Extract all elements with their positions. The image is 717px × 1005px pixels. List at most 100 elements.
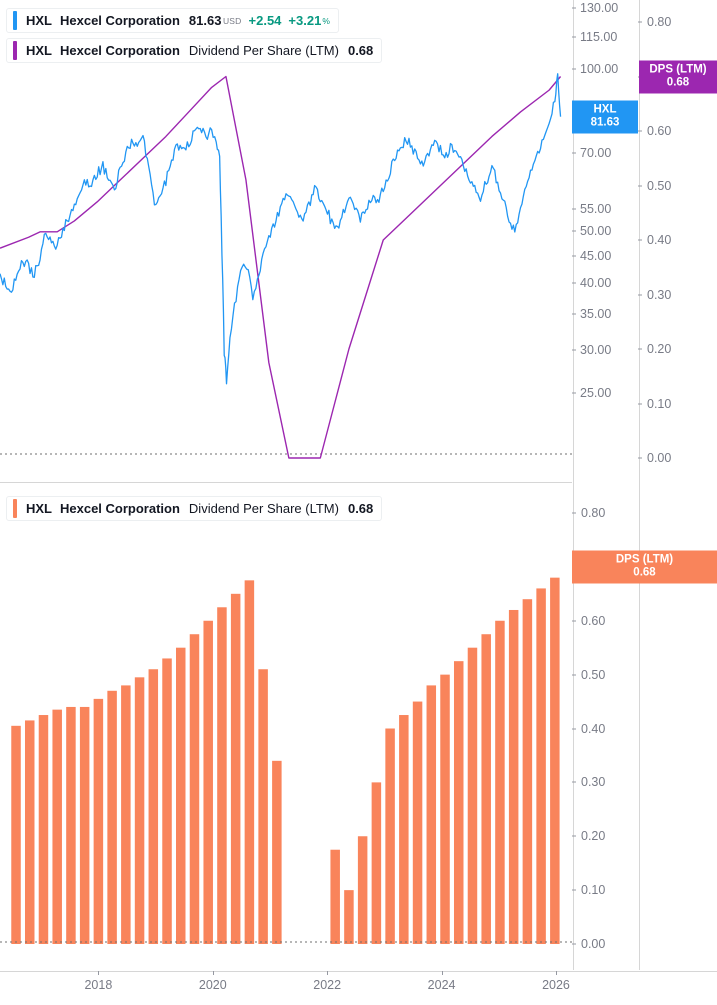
dps-axis-tick-label: 0.10 [647,396,672,411]
dps-axis-tick-label: 0.50 [647,178,672,193]
dps-panel-axis-tick-mark [572,620,576,622]
legend-dps-panel-series[interactable]: HXL Hexcel Corporation Dividend Per Shar… [6,496,383,521]
legend-last-price: 81.63 [188,13,222,28]
price-axis-tick-mark [572,349,576,351]
dps-panel-value-badge[interactable]: DPS (LTM) 0.68 [572,550,717,584]
dps-bar-group [11,577,560,945]
dps-axis-tick-mark [638,403,642,404]
dps-axis-tick-label: 0.20 [647,342,672,356]
dps-panel-axis-tick-mark [572,835,576,837]
dps-bar [440,674,450,945]
price-line [0,73,562,385]
dps-axis-tick-mark [638,348,642,350]
dps-panel-axis-tick-label: 0.60 [581,613,606,628]
dps-bar [189,634,200,944]
dps-panel-axis-tick-mark [572,943,576,945]
price-value-badge[interactable]: HXL 81.63 [572,100,638,134]
price-axis-tick-label: 100.00 [580,62,619,77]
time-axis-tick-mark [212,971,214,975]
dps-bar [536,588,546,944]
dps-axis[interactable]: 0.800.700.600.500.400.300.200.100.00 [638,0,717,1005]
time-axis-line [0,970,717,972]
price-axis-tick-mark [572,7,576,9]
dps-bar [162,658,172,944]
legend-color-swatch [13,499,17,518]
dps-panel-axis-tick-label: 0.40 [581,721,606,736]
dps-panel-axis-tick-label: 0.80 [581,506,606,520]
dps-axis-tick-label: 0.30 [647,287,672,302]
dps-panel-axis-tick-label: 0.50 [581,667,606,682]
legend-company-name: Hexcel Corporation [60,501,180,516]
dps-bar [330,849,340,944]
dps-bar [344,890,354,945]
price-badge-value: 81.63 [590,116,620,129]
dps-bar [107,690,117,944]
legend-color-swatch [13,41,17,60]
price-axis-tick-mark [572,392,576,394]
price-chart-canvas [0,73,572,459]
dps-panel-axis-tick-label: 0.00 [581,937,606,951]
dps-bar [11,725,21,944]
dps-bar [148,669,159,944]
time-axis-tick-mark [555,971,557,975]
price-axis-tick-label: 50.00 [580,224,612,239]
price-axis-tick-label: 40.00 [580,276,612,291]
dps-bar [357,836,368,944]
dps-bar [79,706,90,944]
price-axis-tick-mark [572,255,576,257]
dps-bar [38,715,49,944]
dps-chart-panel[interactable] [0,483,572,970]
dps-bar [399,715,409,944]
dps-axis-tick-label: 0.40 [647,233,672,247]
price-axis-tick-mark [572,152,576,154]
time-axis-tick-mark [98,971,100,975]
time-axis-tick-label: 2024 [427,978,456,992]
price-axis[interactable]: 130.00115.00100.0085.0070.0055.0050.0045… [572,0,638,1005]
dps-panel-axis-tick-label: 0.20 [581,829,606,844]
dps-panel-axis-tick-mark [572,674,576,676]
dps-axis-tick-mark [638,185,642,186]
legend-company-name: Hexcel Corporation [60,13,180,28]
dps-bar [467,647,478,944]
dps-bar [230,593,241,944]
dps-panel-axis-tick-mark [572,512,576,514]
dps-bar [453,661,464,944]
dps-bar [176,647,186,944]
time-axis-tick-mark [441,971,443,975]
dps-panel-axis-tick-label: 0.10 [581,883,606,898]
dps-bar [508,609,519,944]
dps-bar [24,720,35,944]
dps-badge-value: 0.68 [633,566,656,579]
dps-overlay-line [0,75,562,459]
dps-axis-tick-label: 0.00 [647,451,672,465]
price-axis-tick-mark [572,313,576,315]
legend-series-value: 0.68 [347,501,374,516]
price-chart-panel[interactable] [0,0,572,481]
legend-price-series[interactable]: HXL Hexcel Corporation 81.63 USD +2.54 +… [6,8,339,33]
dps-bar [134,677,145,944]
time-axis-tick-label: 2026 [542,978,570,992]
time-axis-tick-label: 2018 [84,978,113,992]
price-axis-tick-label: 45.00 [580,248,612,263]
dps-bar [426,685,437,944]
legend-color-swatch [13,11,17,30]
dps-bar [66,706,76,944]
dps-bar [52,709,62,944]
dps-panel-axis-tick-mark [572,889,576,891]
dps-bar [371,782,382,945]
price-axis-line [572,0,574,970]
dps-axis-tick-label: 0.80 [647,15,672,29]
price-axis-tick-label: 35.00 [580,307,612,322]
dps-bar [550,577,560,944]
time-axis-tick-label: 2022 [313,978,342,992]
dps-axis-tick-mark [638,130,642,132]
legend-series-name: Dividend Per Share (LTM) [188,501,339,516]
price-axis-tick-mark [572,230,576,232]
legend-dps-overlay-series[interactable]: HXL Hexcel Corporation Dividend Per Shar… [6,38,383,63]
dps-badge-label: DPS (LTM) [615,553,674,566]
dps-overlay-value-badge[interactable]: DPS (LTM) 0.68 [639,60,717,93]
price-axis-tick-mark [572,68,576,70]
dps-bar [481,634,491,944]
dps-axis-tick-label: 0.60 [647,124,672,138]
dps-axis-tick-mark [638,457,642,459]
